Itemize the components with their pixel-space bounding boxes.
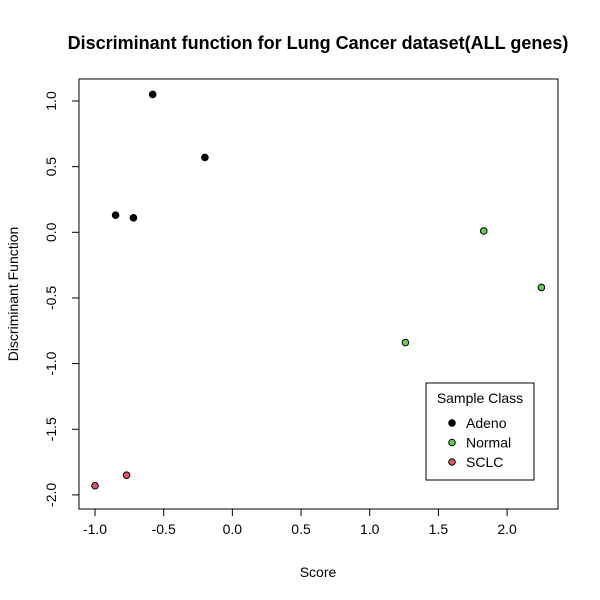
x-tick-label: 1.0 xyxy=(360,521,380,537)
legend-marker-normal xyxy=(448,438,456,447)
y-tick-label: 1.0 xyxy=(43,91,59,111)
point-sclc xyxy=(91,481,99,490)
y-axis-label: Discriminant Function xyxy=(5,227,21,362)
legend-marker-sclc xyxy=(448,458,456,466)
x-axis-label: Score xyxy=(300,564,337,580)
point-adeno xyxy=(129,214,138,222)
point-normal xyxy=(401,338,410,347)
point-adeno xyxy=(201,153,209,162)
x-tick-label: 2.0 xyxy=(497,521,517,537)
legend-label-adeno: Adeno xyxy=(466,415,507,431)
x-axis: -1.0 -0.5 0.0 0.5 1.0 1.5 2.0 xyxy=(83,508,517,537)
chart-title: Discriminant function for Lung Cancer da… xyxy=(68,33,569,53)
y-tick-label: 0.5 xyxy=(43,157,59,177)
y-tick-label: -2.0 xyxy=(43,483,59,507)
x-tick-label: -0.5 xyxy=(152,521,176,537)
legend-entries: Adeno Normal SCLC xyxy=(448,415,511,470)
y-tick-label: -0.5 xyxy=(43,286,59,310)
y-tick-label: -1.5 xyxy=(43,417,59,441)
y-tick-label: 0.0 xyxy=(43,222,59,242)
point-normal xyxy=(537,283,546,292)
legend-box xyxy=(425,382,535,481)
x-tick-label: 1.5 xyxy=(429,521,449,537)
x-tick-label: -1.0 xyxy=(83,521,107,537)
y-axis: -2.0 -1.5 -1.0 -0.5 0.0 0.5 1.0 xyxy=(43,91,80,507)
legend-marker-adeno xyxy=(448,419,456,427)
legend-label-normal: Normal xyxy=(466,435,511,451)
y-tick-label: -1.0 xyxy=(43,351,59,375)
point-adeno xyxy=(111,211,120,220)
legend-label-sclc: SCLC xyxy=(466,454,503,470)
x-tick-label: 0.0 xyxy=(223,521,243,537)
point-sclc xyxy=(122,471,131,480)
point-adeno xyxy=(148,90,157,99)
point-normal xyxy=(479,227,488,235)
data-points xyxy=(91,90,546,490)
x-tick-label: 0.5 xyxy=(291,521,311,537)
legend: Sample Class Adeno Normal SCLC xyxy=(425,382,535,481)
legend-title: Sample Class xyxy=(437,390,523,406)
